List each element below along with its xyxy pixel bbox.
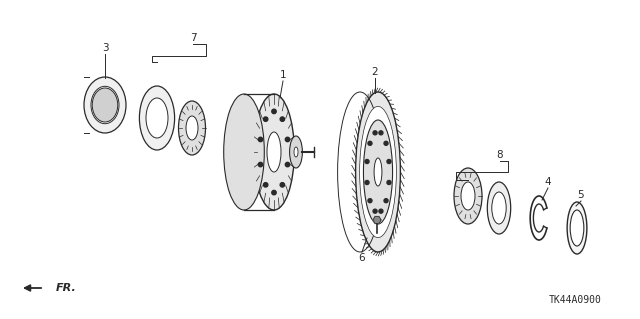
Circle shape (365, 160, 369, 164)
Text: 1: 1 (280, 70, 286, 80)
Circle shape (272, 190, 276, 195)
Ellipse shape (567, 202, 587, 254)
Circle shape (387, 181, 391, 184)
Circle shape (365, 181, 369, 184)
Ellipse shape (374, 158, 382, 186)
Text: 5: 5 (578, 190, 584, 200)
Circle shape (285, 137, 290, 142)
Circle shape (285, 162, 290, 167)
Ellipse shape (146, 98, 168, 138)
Text: 7: 7 (189, 33, 196, 43)
Circle shape (379, 209, 383, 213)
Ellipse shape (461, 182, 475, 210)
Ellipse shape (140, 86, 175, 150)
Circle shape (387, 160, 391, 164)
Circle shape (379, 131, 383, 135)
Ellipse shape (364, 120, 392, 224)
Ellipse shape (360, 107, 396, 238)
Ellipse shape (492, 192, 506, 224)
Circle shape (368, 141, 372, 145)
Ellipse shape (253, 94, 294, 210)
Circle shape (259, 137, 262, 142)
Circle shape (264, 117, 268, 121)
Ellipse shape (570, 210, 584, 246)
Circle shape (280, 117, 285, 121)
Circle shape (384, 199, 388, 203)
Text: FR.: FR. (56, 283, 77, 293)
Ellipse shape (179, 101, 205, 155)
Circle shape (368, 199, 372, 203)
Ellipse shape (290, 136, 302, 168)
Circle shape (280, 183, 285, 187)
Ellipse shape (186, 116, 198, 140)
Text: 6: 6 (358, 253, 365, 263)
Ellipse shape (92, 88, 118, 122)
Text: TK44A0900: TK44A0900 (548, 295, 602, 305)
Ellipse shape (356, 92, 401, 252)
Ellipse shape (454, 168, 482, 224)
Circle shape (373, 209, 377, 213)
Text: 8: 8 (497, 150, 503, 160)
Circle shape (373, 131, 377, 135)
Text: 3: 3 (102, 43, 108, 53)
Text: 2: 2 (372, 67, 378, 77)
Polygon shape (373, 217, 381, 224)
Circle shape (264, 183, 268, 187)
Ellipse shape (487, 182, 511, 234)
Ellipse shape (267, 132, 281, 172)
Circle shape (272, 109, 276, 114)
Text: 4: 4 (545, 177, 551, 187)
Circle shape (384, 141, 388, 145)
Ellipse shape (91, 86, 119, 124)
Circle shape (259, 162, 262, 167)
Ellipse shape (84, 77, 126, 133)
Ellipse shape (294, 147, 298, 157)
Ellipse shape (224, 94, 264, 210)
